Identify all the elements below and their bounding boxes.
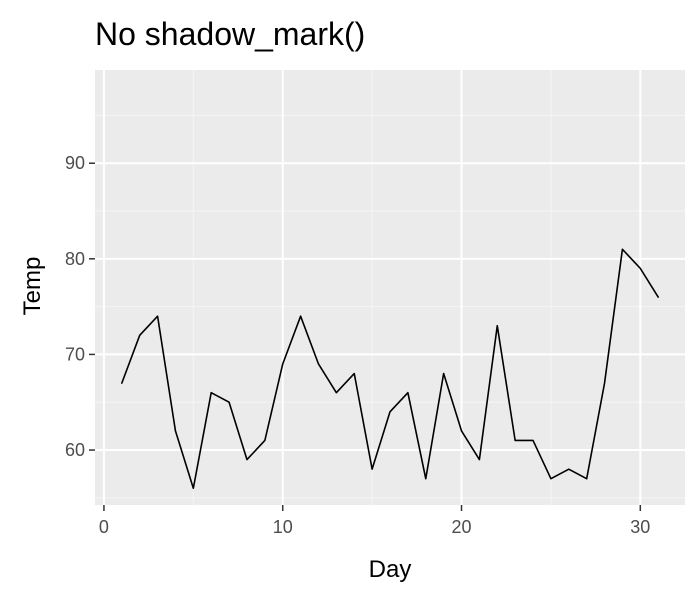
plot-panel [95, 70, 685, 505]
x-tick-label: 0 [99, 517, 109, 537]
y-tick-label: 90 [65, 153, 85, 173]
y-axis: 60 70 80 90 [65, 153, 95, 460]
y-tick-label: 60 [65, 440, 85, 460]
x-tick-label: 30 [630, 517, 650, 537]
y-axis-title: Temp [19, 257, 46, 316]
x-tick-label: 20 [451, 517, 471, 537]
x-axis-title: Day [369, 556, 412, 583]
x-axis: 0 10 20 30 [99, 505, 650, 537]
y-tick-label: 70 [65, 344, 85, 364]
y-tick-label: 80 [65, 249, 85, 269]
x-tick-label: 10 [273, 517, 293, 537]
chart-title: No shadow_mark() [95, 16, 365, 52]
minor-gridlines [95, 70, 685, 505]
series-layer [121, 248, 659, 490]
series-line [121, 248, 659, 490]
major-gridlines [95, 70, 685, 505]
